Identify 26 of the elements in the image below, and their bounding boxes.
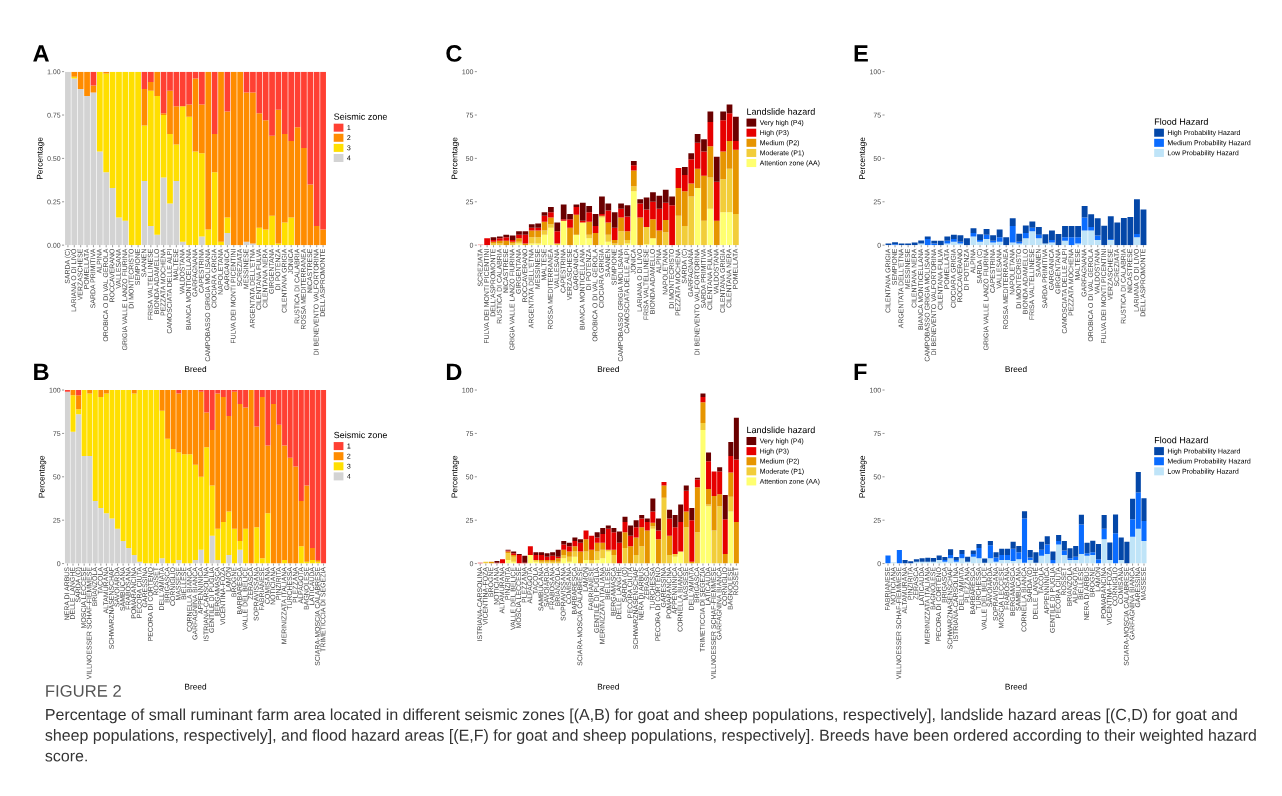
legend-title: Seismic zone [334,431,387,439]
chart-title: E [854,45,868,62]
x-axis-title: Breed [597,683,619,690]
x-axis-title: Breed [1005,683,1027,690]
chart-title: C [446,45,462,62]
legend-title: Seismic zone [334,113,387,120]
chart-title: B [34,363,49,380]
y-axis-title: Percentage [859,455,867,498]
legend-title: Flood Hazard [1154,436,1208,444]
x-axis-title: Breed [1005,365,1027,372]
x-axis-title: Breed [185,683,207,690]
legend-title: Landslide hazard [747,426,815,434]
caption: FIGURE 2 [46,685,121,697]
legend-title: Flood Hazard [1154,118,1208,125]
chart-title: D [446,363,462,380]
chart-title: A [33,45,49,62]
text: Percentage of small ruminant farm area located in different seismic zones [(A,B) for goat and sheep populations, respectively], landslide hazard areas [(C,D) for goat and sheep populations, respectively], and flood hazard areas [(E,F) for goat and sheep populations, respectively]. Breeds have been ordered according to their weighted hazard score. [45,708,1256,762]
chart-title: F [854,363,867,380]
x-axis-title: Breed [597,365,619,372]
y-axis-title: Percentage [38,455,47,498]
y-axis-title: Percentage [451,455,460,498]
y-axis-title: Percentage [451,137,460,180]
y-axis-title: Percentage [36,137,45,180]
x-axis-title: Breed [185,365,207,372]
legend-title: Landslide hazard [747,108,815,115]
y-axis-title: Percentage [859,137,867,180]
